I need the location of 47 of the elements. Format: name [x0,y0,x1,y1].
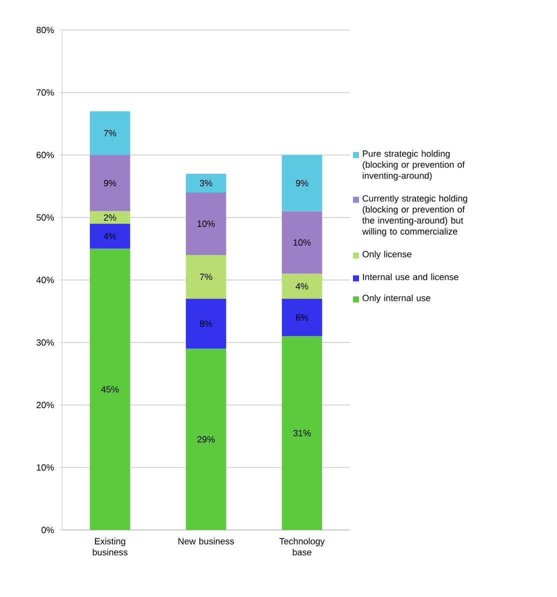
data-label: 6% [296,314,308,321]
bar [90,211,130,224]
legend-label: Pure strategic holding (blocking or prevention of inventing-around) [362,150,465,181]
legend-label: Currently strategic holding (blocking or prevention of the inventing-around) but willing to commercialize [362,194,468,236]
data-label: 4% [104,233,116,240]
bar [90,248,130,530]
data-label: 9% [296,180,308,186]
legend-label: Internal use and license [363,274,458,280]
data-label: 9% [104,180,116,186]
y-tick-label: 40% [36,276,54,284]
data-label: 7% [104,130,116,136]
y-tick-label: 20% [36,402,54,408]
bar [186,298,226,349]
data-label: 10% [198,220,215,227]
data-label: 4% [296,283,308,290]
data-label: 2% [104,214,116,221]
data-label: 29% [197,436,215,443]
data-label: 10% [294,239,311,246]
y-tick-label: 30% [36,339,54,346]
bar [282,154,322,212]
y-tick-label: 0% [42,526,54,534]
bar [186,254,226,299]
bar [186,192,226,255]
data-label: 31% [293,430,311,436]
bar [282,274,322,299]
bar [90,154,130,212]
bar [282,298,322,336]
legend-label: Only license [362,250,412,260]
y-tick-label: 60% [36,152,54,158]
bar [186,348,226,530]
x-tick-label: Technology base [279,538,325,556]
data-label: 8% [200,320,212,327]
legend-label: Only internal use [362,294,430,303]
data-label: 3% [200,180,212,186]
y-tick-label: 80% [36,26,54,34]
bar [282,336,322,530]
bar [186,174,226,192]
bar [90,111,130,155]
bar [282,211,322,274]
data-label: 7% [200,274,212,280]
bar [90,224,130,249]
y-tick-label: 70% [36,89,54,96]
data-label: 45% [101,386,119,393]
y-tick-label: 10% [36,464,54,471]
x-tick-label: New business [178,538,234,544]
y-tick-label: 50% [36,214,54,221]
x-tick-label: Existing business [92,538,128,556]
